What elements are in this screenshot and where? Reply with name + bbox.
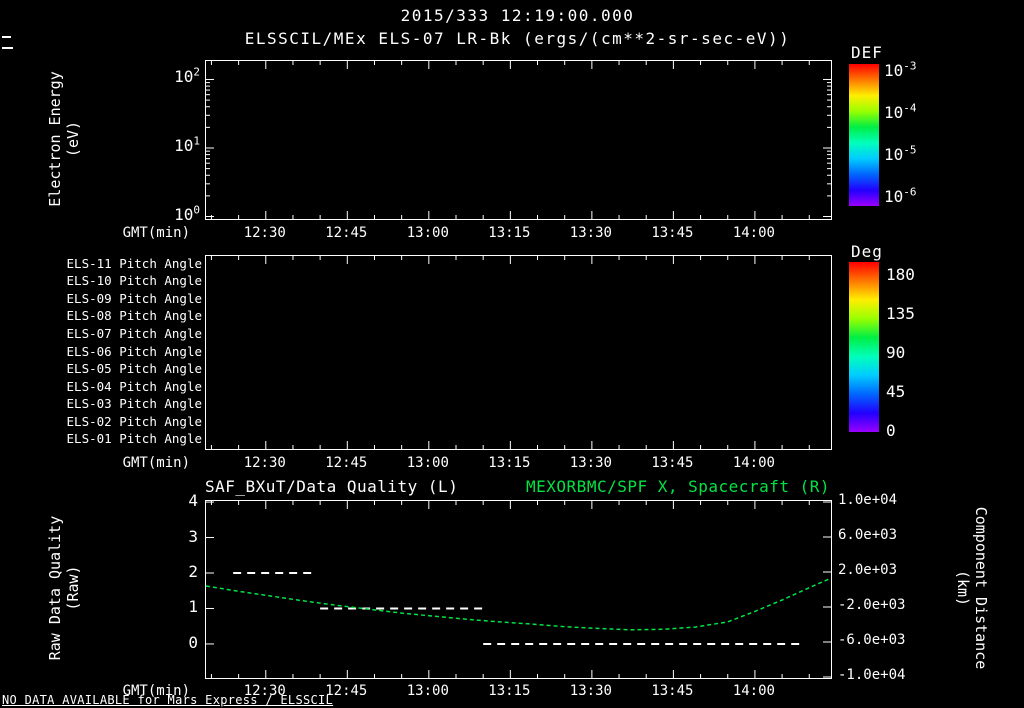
x-tick-label: 13:45 [651, 455, 694, 471]
axis-label-line: (km) [954, 569, 972, 607]
electron-energy-axis-label: Electron Energy (eV) [46, 54, 82, 224]
deg-colorbar-title: Deg [851, 242, 883, 261]
x-tick-label: 13:00 [406, 455, 449, 471]
colorbar-tick-label: 10-3 [884, 59, 917, 80]
x-tick-label: 12:30 [243, 455, 286, 471]
axis-label-line: (Raw) [64, 565, 82, 611]
distance-ytick-label: 2.0e+03 [838, 561, 898, 578]
x-tick-label: 13:30 [569, 455, 612, 471]
component-distance-axis-label: Component Distance (km) [954, 488, 990, 688]
x-tick-label: 13:30 [569, 225, 612, 241]
x-tick-label: 13:15 [488, 225, 531, 241]
quality-ytick-label: 3 [188, 526, 198, 546]
data-quality-title: SAF_BXuT/Data Quality (L) [205, 477, 459, 496]
x-tick-label: 13:30 [569, 683, 612, 699]
x-tick-label: 13:45 [651, 225, 694, 241]
pitch-angle-panel [205, 255, 832, 450]
quality-ytick-label: 0 [188, 632, 198, 652]
x-tick-label: 12:45 [325, 455, 368, 471]
quality-ytick-label: 1 [188, 597, 198, 617]
axis-label-line: Component Distance [972, 506, 990, 670]
x-tick-label: 12:30 [243, 683, 286, 699]
plot-canvas [210, 256, 810, 449]
quality-ytick-label: 4 [188, 491, 198, 511]
x-tick-label: 14:00 [732, 455, 775, 471]
timeseries-panel [205, 500, 832, 679]
pitch-row-label: ELS-05 Pitch Angle [66, 361, 202, 377]
distance-ytick-label: -6.0e+03 [838, 632, 906, 648]
x-tick-label: 12:30 [243, 225, 286, 241]
colorbar-tick-label: 90 [886, 342, 906, 362]
x-tick-label: 13:45 [651, 683, 694, 699]
spacecraft-distance-title: MEXORBMC/SPF X, Spacecraft (R) [526, 477, 830, 496]
spectrogram-title: ELSSCIL/MEx ELS-07 LR-Bk (ergs/(cm**2-sr… [244, 29, 791, 48]
energy-ytick-label: 102 [174, 66, 200, 87]
x-tick-label: 12:45 [325, 683, 368, 699]
distance-ytick-label: 6.0e+03 [838, 526, 898, 543]
axis-label-line: Raw Data Quality [46, 515, 64, 661]
pitch-row-label: ELS-06 Pitch Angle [66, 343, 202, 359]
pitch-row-label: ELS-04 Pitch Angle [66, 378, 202, 394]
def-colorbar [849, 64, 879, 206]
plot-canvas [206, 61, 831, 219]
axis-label-line: (eV) [64, 120, 82, 158]
def-colorbar-title: DEF [851, 43, 883, 62]
x-tick-label: 14:00 [732, 683, 775, 699]
corner-artifact [2, 36, 11, 38]
x-tick-label: 13:15 [488, 683, 531, 699]
quality-ytick-label: 2 [188, 562, 198, 581]
gmt-axis-label: GMT(min) [122, 455, 190, 471]
timeseries-titles: SAF_BXuT/Data Quality (L) MEXORBMC/SPF X… [205, 477, 830, 496]
x-tick-label: 13:00 [406, 683, 449, 699]
colorbar-tick-label: 10-6 [884, 185, 917, 207]
corner-artifact [2, 47, 13, 49]
x-tick-label: 14:00 [732, 225, 775, 241]
colorbar-tick-label: 135 [886, 303, 915, 323]
distance-ytick-label: 1.0e+04 [838, 491, 898, 508]
deg-colorbar [849, 262, 879, 432]
gmt-axis-label: GMT(min) [122, 225, 190, 241]
energy-ytick-label: 100 [174, 203, 200, 224]
spacecraft-distance-curve [206, 577, 831, 631]
axis-label-line: Electron Energy [46, 71, 64, 207]
distance-ytick-label: -1.0e+04 [838, 667, 906, 683]
pitch-row-label: ELS-10 Pitch Angle [66, 273, 202, 289]
datetime-title: 2015/333 12:19:00.000 [400, 6, 635, 25]
pitch-row-label: ELS-11 Pitch Angle [66, 255, 202, 271]
electron-energy-panel [205, 60, 832, 220]
colorbar-tick-label: 10-5 [884, 143, 917, 165]
energy-ytick-label: 101 [174, 134, 200, 155]
plot-canvas [206, 501, 831, 678]
colorbar-tick-label: 45 [886, 381, 906, 401]
distance-ytick-label: -2.0e+03 [838, 597, 906, 613]
pitch-row-label: ELS-01 Pitch Angle [66, 431, 202, 447]
pitch-row-label: ELS-03 Pitch Angle [66, 396, 202, 412]
gmt-axis-label: GMT(min) [122, 683, 190, 699]
colorbar-tick-label: 0 [886, 420, 896, 440]
colorbar-tick-label: 180 [886, 264, 915, 284]
no-data-note: NO DATA AVAILABLE for Mars Express / ELS… [2, 693, 334, 707]
x-tick-label: 13:00 [406, 225, 449, 241]
x-tick-label: 12:45 [325, 225, 368, 241]
colorbar-tick-label: 10-4 [884, 101, 917, 122]
pitch-row-label: ELS-02 Pitch Angle [66, 413, 202, 429]
pitch-row-label: ELS-07 Pitch Angle [66, 325, 202, 341]
pitch-row-label: ELS-08 Pitch Angle [66, 308, 202, 324]
raw-data-quality-axis-label: Raw Data Quality (Raw) [46, 503, 82, 673]
pitch-row-label: ELS-09 Pitch Angle [66, 290, 202, 306]
x-tick-label: 13:15 [488, 455, 531, 471]
